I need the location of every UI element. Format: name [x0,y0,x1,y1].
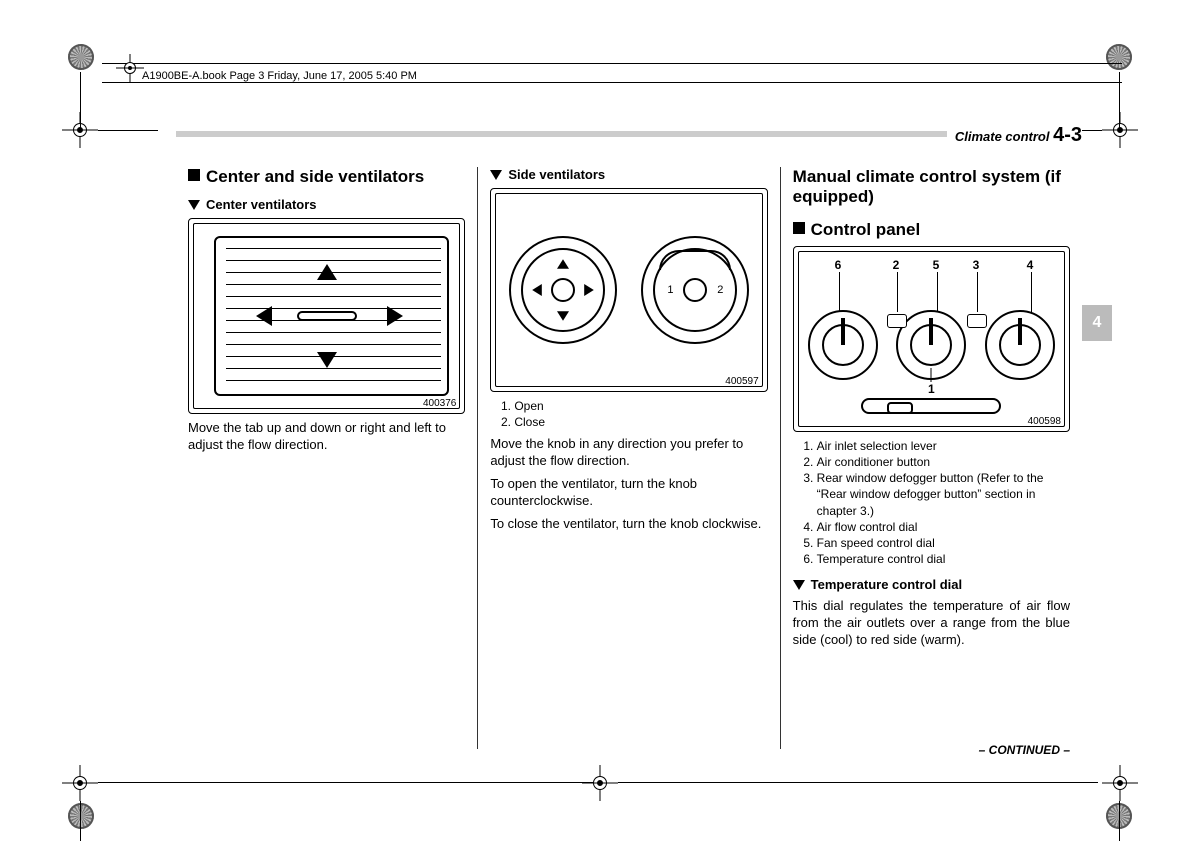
subheading-temperature-dial: Temperature control dial [793,577,1070,592]
paragraph: To open the ventilator, turn the knob co… [490,476,767,510]
ac-button-icon [887,314,907,328]
callout: 6 [835,258,842,272]
heading-text: Center and side ventilators [206,167,424,186]
subheading-text: Side ventilators [508,167,605,182]
book-header-text: A1900BE-A.book Page 3 Friday, June 17, 2… [142,70,1200,82]
heading-manual-climate: Manual climate control system (if equipp… [793,167,1070,208]
triangle-bullet-icon [188,200,200,210]
reg-mark-tr-cross [1102,112,1138,148]
content-columns: Center and side ventilators Center venti… [176,167,1082,749]
figure-id: 400598 [1028,416,1061,427]
figure-side-ventilators: 1 2 400597 [490,188,767,392]
heading-text: Control panel [811,220,921,239]
reg-mark-header-cross [116,54,144,82]
subheading-center-ventilators: Center ventilators [188,197,465,212]
legend-item: Fan speed control dial [817,535,1070,551]
running-head: Climate control 4-3 [947,124,1082,147]
paragraph: To close the ventilator, turn the knob c… [490,516,767,533]
vent-grille-illustration [194,224,459,408]
subheading-side-ventilators: Side ventilators [490,167,767,182]
temperature-dial [808,310,878,380]
figure-center-ventilators: 400376 [188,218,465,414]
paragraph: This dial regulates the temperature of a… [793,598,1070,649]
reg-line [102,63,1122,64]
figure-legend: Open Close [500,398,767,430]
reg-line [618,782,1098,783]
defogger-button-icon [967,314,987,328]
legend-item: Open [514,398,767,414]
chapter-tab: 4 [1082,305,1112,341]
side-vent-dial-right: 1 2 [641,236,749,344]
reg-mark-bc-cross [582,765,618,801]
side-vent-dials: 1 2 [496,194,761,386]
side-vent-dial-left [509,236,617,344]
square-bullet-icon [188,169,200,181]
reg-mark-br-cross [1102,765,1138,801]
reg-mark-bl-cross [62,765,98,801]
reg-line [80,801,81,841]
reg-line [98,782,598,783]
subheading-text: Temperature control dial [811,577,962,592]
paragraph: Move the tab up and down or right and le… [188,420,465,454]
legend-item: Rear window defogger button (Refer to th… [817,470,1070,519]
triangle-bullet-icon [490,170,502,180]
column-2: Side ventilators 1 2 [477,167,779,749]
square-bullet-icon [793,222,805,234]
callout: 2 [893,258,900,272]
legend-item: Air flow control dial [817,519,1070,535]
heading-center-side-ventilators: Center and side ventilators [188,167,465,187]
legend-item: Temperature control dial [817,551,1070,567]
callout: 4 [1027,258,1034,272]
callout: 1 [928,382,935,396]
reg-mark-bl-circle [68,803,94,829]
airflow-dial [985,310,1055,380]
reg-line [1119,801,1120,841]
reg-line [80,72,81,132]
figure-legend: Air inlet selection lever Air conditione… [803,438,1070,568]
heading-control-panel: Control panel [793,220,1070,240]
air-inlet-slider [861,398,1001,414]
running-head-page: 4-3 [1053,124,1082,146]
figure-id: 400597 [725,376,758,387]
figure-id: 400376 [423,398,456,409]
legend-item: Air inlet selection lever [817,438,1070,454]
callout: 5 [933,258,940,272]
paragraph: Move the knob in any direction you prefe… [490,436,767,470]
figure-control-panel: 6 2 5 3 4 1 40 [793,246,1070,432]
column-1: Center and side ventilators Center venti… [176,167,477,749]
running-head-label: Climate control [955,129,1050,144]
reg-line [102,82,1122,83]
reg-mark-tl-circle [68,44,94,70]
column-3: Manual climate control system (if equipp… [780,167,1082,749]
reg-line [98,130,158,131]
reg-mark-tr-circle [1106,44,1132,70]
continued-label: – CONTINUED – [979,743,1070,757]
triangle-bullet-icon [793,580,805,590]
legend-item: Close [514,414,767,430]
subheading-text: Center ventilators [206,197,317,212]
callout: 3 [973,258,980,272]
legend-item: Air conditioner button [817,454,1070,470]
